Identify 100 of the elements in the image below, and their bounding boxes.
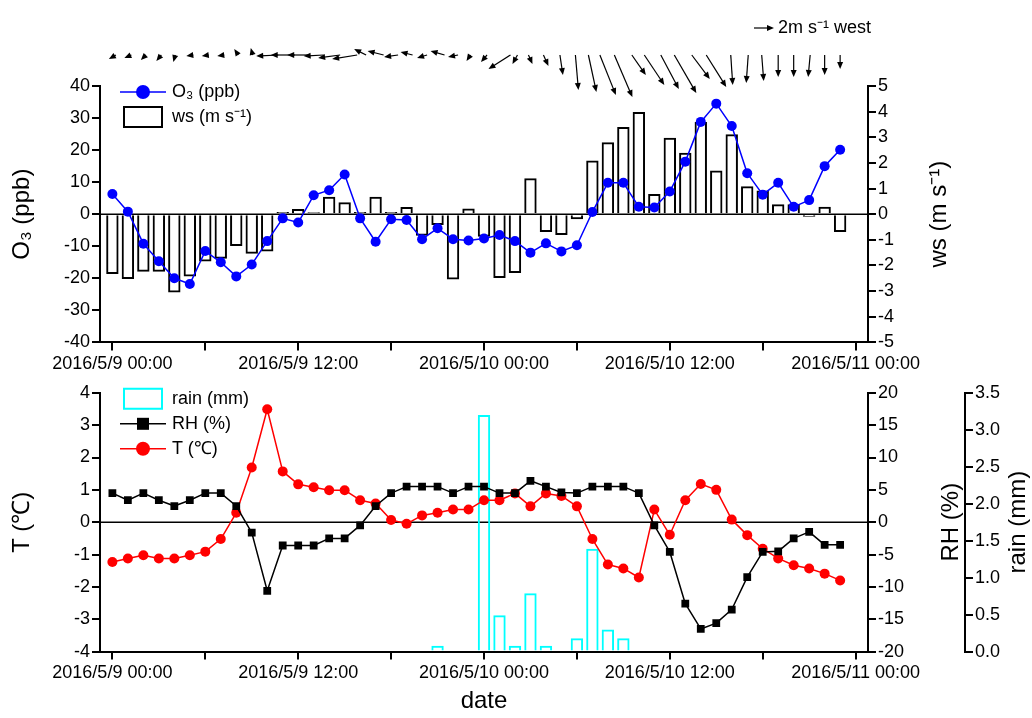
point bbox=[495, 489, 504, 497]
point bbox=[184, 279, 195, 290]
point bbox=[633, 201, 644, 212]
point bbox=[432, 507, 443, 518]
x-tick-label: 2016/5/9 12:00 bbox=[238, 353, 359, 374]
point bbox=[726, 121, 737, 132]
point bbox=[185, 496, 194, 505]
y2-axis-title: RH (%) bbox=[935, 482, 963, 562]
point bbox=[246, 462, 257, 473]
point bbox=[169, 273, 180, 284]
y2-tick-label: -5 bbox=[878, 331, 895, 352]
y-axis-title: O₃ (ppb) bbox=[6, 168, 34, 260]
y2-tick-label: -1 bbox=[878, 228, 895, 249]
point bbox=[246, 259, 257, 270]
y-tick-label: 4 bbox=[79, 381, 90, 402]
x-tick-label: 2016/5/9 12:00 bbox=[238, 662, 359, 683]
point bbox=[479, 495, 489, 506]
point bbox=[540, 238, 551, 249]
point bbox=[649, 504, 660, 515]
y-tick-label: 0 bbox=[79, 511, 90, 532]
y2-tick-label: 15 bbox=[878, 414, 899, 435]
y-tick-label: 10 bbox=[69, 171, 90, 192]
y-tick-label: 40 bbox=[69, 74, 90, 95]
point bbox=[107, 189, 118, 200]
point bbox=[618, 563, 629, 574]
y-tick-label: -30 bbox=[63, 299, 90, 320]
point bbox=[401, 214, 412, 225]
point bbox=[463, 504, 474, 515]
point bbox=[509, 236, 520, 247]
point bbox=[573, 489, 581, 497]
y-tick-label: -2 bbox=[73, 575, 90, 596]
point bbox=[417, 510, 428, 521]
point bbox=[325, 534, 334, 543]
y-tick-label: 2 bbox=[79, 446, 90, 467]
point bbox=[835, 575, 846, 586]
point bbox=[588, 482, 597, 491]
point bbox=[711, 484, 722, 495]
point bbox=[232, 502, 241, 510]
point bbox=[743, 573, 752, 582]
point bbox=[556, 246, 567, 257]
y3-tick-label: 0.5 bbox=[975, 603, 1001, 624]
y3-tick-label: 3.5 bbox=[975, 381, 1001, 402]
y2-tick-label: 5 bbox=[878, 74, 889, 95]
x-tick-label: 2016/5/10 00:00 bbox=[418, 353, 550, 374]
y2-tick-label: 10 bbox=[878, 446, 899, 467]
y-tick-label: -3 bbox=[73, 608, 90, 629]
point bbox=[602, 177, 613, 188]
point bbox=[788, 560, 799, 571]
point bbox=[695, 479, 706, 490]
point bbox=[107, 556, 118, 567]
point bbox=[215, 534, 226, 545]
y-tick-label: -20 bbox=[63, 267, 90, 288]
bar bbox=[477, 414, 491, 651]
x-tick-label: 2016/5/10 12:00 bbox=[604, 353, 735, 374]
legend-label: rain (mm) bbox=[172, 387, 249, 408]
point bbox=[742, 530, 753, 541]
point bbox=[263, 586, 272, 595]
point bbox=[339, 169, 350, 180]
y2-tick-label: -3 bbox=[878, 280, 895, 301]
point bbox=[386, 214, 397, 225]
point bbox=[789, 534, 798, 543]
point bbox=[712, 619, 721, 628]
y2-tick-label: 2 bbox=[878, 151, 889, 172]
x-tick-label: 2016/5/10 00:00 bbox=[418, 662, 550, 683]
y2-tick-label: 1 bbox=[878, 177, 889, 198]
y2-tick-label: -4 bbox=[878, 305, 895, 326]
x-tick-label: 2016/5/11 00:00 bbox=[791, 662, 921, 683]
point bbox=[480, 482, 488, 491]
point bbox=[449, 489, 457, 497]
point bbox=[262, 236, 273, 247]
point bbox=[139, 489, 148, 497]
point bbox=[401, 518, 412, 529]
y3-tick-label: 2.5 bbox=[975, 455, 1001, 476]
y2-tick-label: 5 bbox=[878, 478, 889, 499]
point bbox=[633, 572, 644, 583]
point bbox=[340, 534, 349, 543]
point bbox=[418, 482, 426, 491]
x-tick-label: 2016/5/10 12:00 bbox=[604, 662, 735, 683]
point bbox=[494, 230, 505, 241]
point bbox=[138, 238, 149, 249]
y3-tick-label: 3.0 bbox=[975, 418, 1001, 439]
y-tick-label: 30 bbox=[69, 107, 90, 128]
point bbox=[355, 213, 366, 224]
point bbox=[758, 548, 767, 556]
point bbox=[711, 98, 722, 109]
point bbox=[216, 489, 225, 497]
y-tick-label: -1 bbox=[73, 543, 90, 564]
y2-tick-label: -15 bbox=[878, 608, 905, 629]
point bbox=[324, 185, 335, 196]
point bbox=[308, 482, 319, 493]
y-tick-label: 0 bbox=[79, 203, 90, 224]
point bbox=[153, 256, 164, 267]
point bbox=[309, 541, 318, 550]
point bbox=[308, 190, 319, 201]
point bbox=[370, 236, 381, 247]
point bbox=[819, 161, 830, 172]
y-tick-label: 20 bbox=[69, 139, 90, 160]
point bbox=[371, 502, 380, 510]
y-tick-label: 3 bbox=[79, 414, 90, 435]
point bbox=[742, 168, 753, 179]
